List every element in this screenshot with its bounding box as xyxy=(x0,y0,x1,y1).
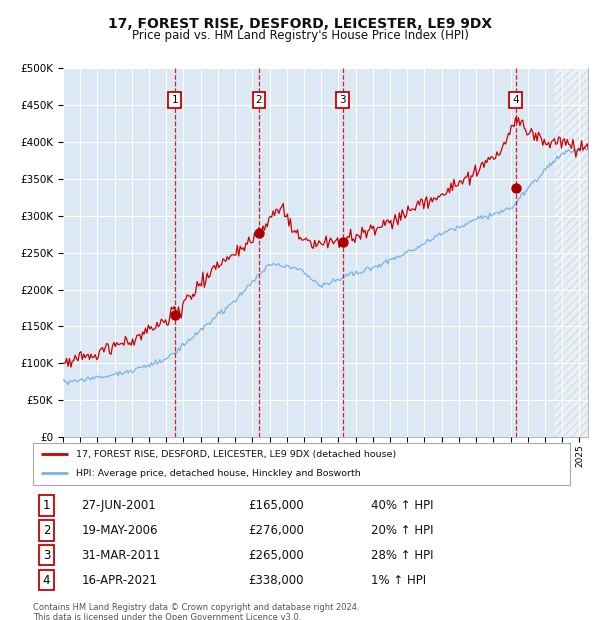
Text: 3: 3 xyxy=(340,95,346,105)
Text: 1: 1 xyxy=(172,95,178,105)
Text: £276,000: £276,000 xyxy=(248,524,304,537)
Bar xyxy=(554,68,596,437)
Text: £265,000: £265,000 xyxy=(248,549,304,562)
Text: 40% ↑ HPI: 40% ↑ HPI xyxy=(371,499,434,511)
Text: 2: 2 xyxy=(43,524,50,537)
Text: 1: 1 xyxy=(43,499,50,511)
Text: 17, FOREST RISE, DESFORD, LEICESTER, LE9 9DX (detached house): 17, FOREST RISE, DESFORD, LEICESTER, LE9… xyxy=(76,450,396,459)
Text: 4: 4 xyxy=(512,95,519,105)
Text: Contains HM Land Registry data © Crown copyright and database right 2024.
This d: Contains HM Land Registry data © Crown c… xyxy=(33,603,359,620)
Text: 3: 3 xyxy=(43,549,50,562)
Text: HPI: Average price, detached house, Hinckley and Bosworth: HPI: Average price, detached house, Hinc… xyxy=(76,469,361,478)
Text: 4: 4 xyxy=(43,574,50,587)
Text: 16-APR-2021: 16-APR-2021 xyxy=(82,574,157,587)
Text: £165,000: £165,000 xyxy=(248,499,304,511)
Text: 28% ↑ HPI: 28% ↑ HPI xyxy=(371,549,434,562)
Text: £338,000: £338,000 xyxy=(248,574,304,587)
Text: 2: 2 xyxy=(256,95,262,105)
Text: Price paid vs. HM Land Registry's House Price Index (HPI): Price paid vs. HM Land Registry's House … xyxy=(131,29,469,42)
Text: 27-JUN-2001: 27-JUN-2001 xyxy=(82,499,156,511)
Text: 31-MAR-2011: 31-MAR-2011 xyxy=(82,549,161,562)
Text: 1% ↑ HPI: 1% ↑ HPI xyxy=(371,574,427,587)
Text: 20% ↑ HPI: 20% ↑ HPI xyxy=(371,524,434,537)
Text: 17, FOREST RISE, DESFORD, LEICESTER, LE9 9DX: 17, FOREST RISE, DESFORD, LEICESTER, LE9… xyxy=(108,17,492,32)
Text: 19-MAY-2006: 19-MAY-2006 xyxy=(82,524,158,537)
